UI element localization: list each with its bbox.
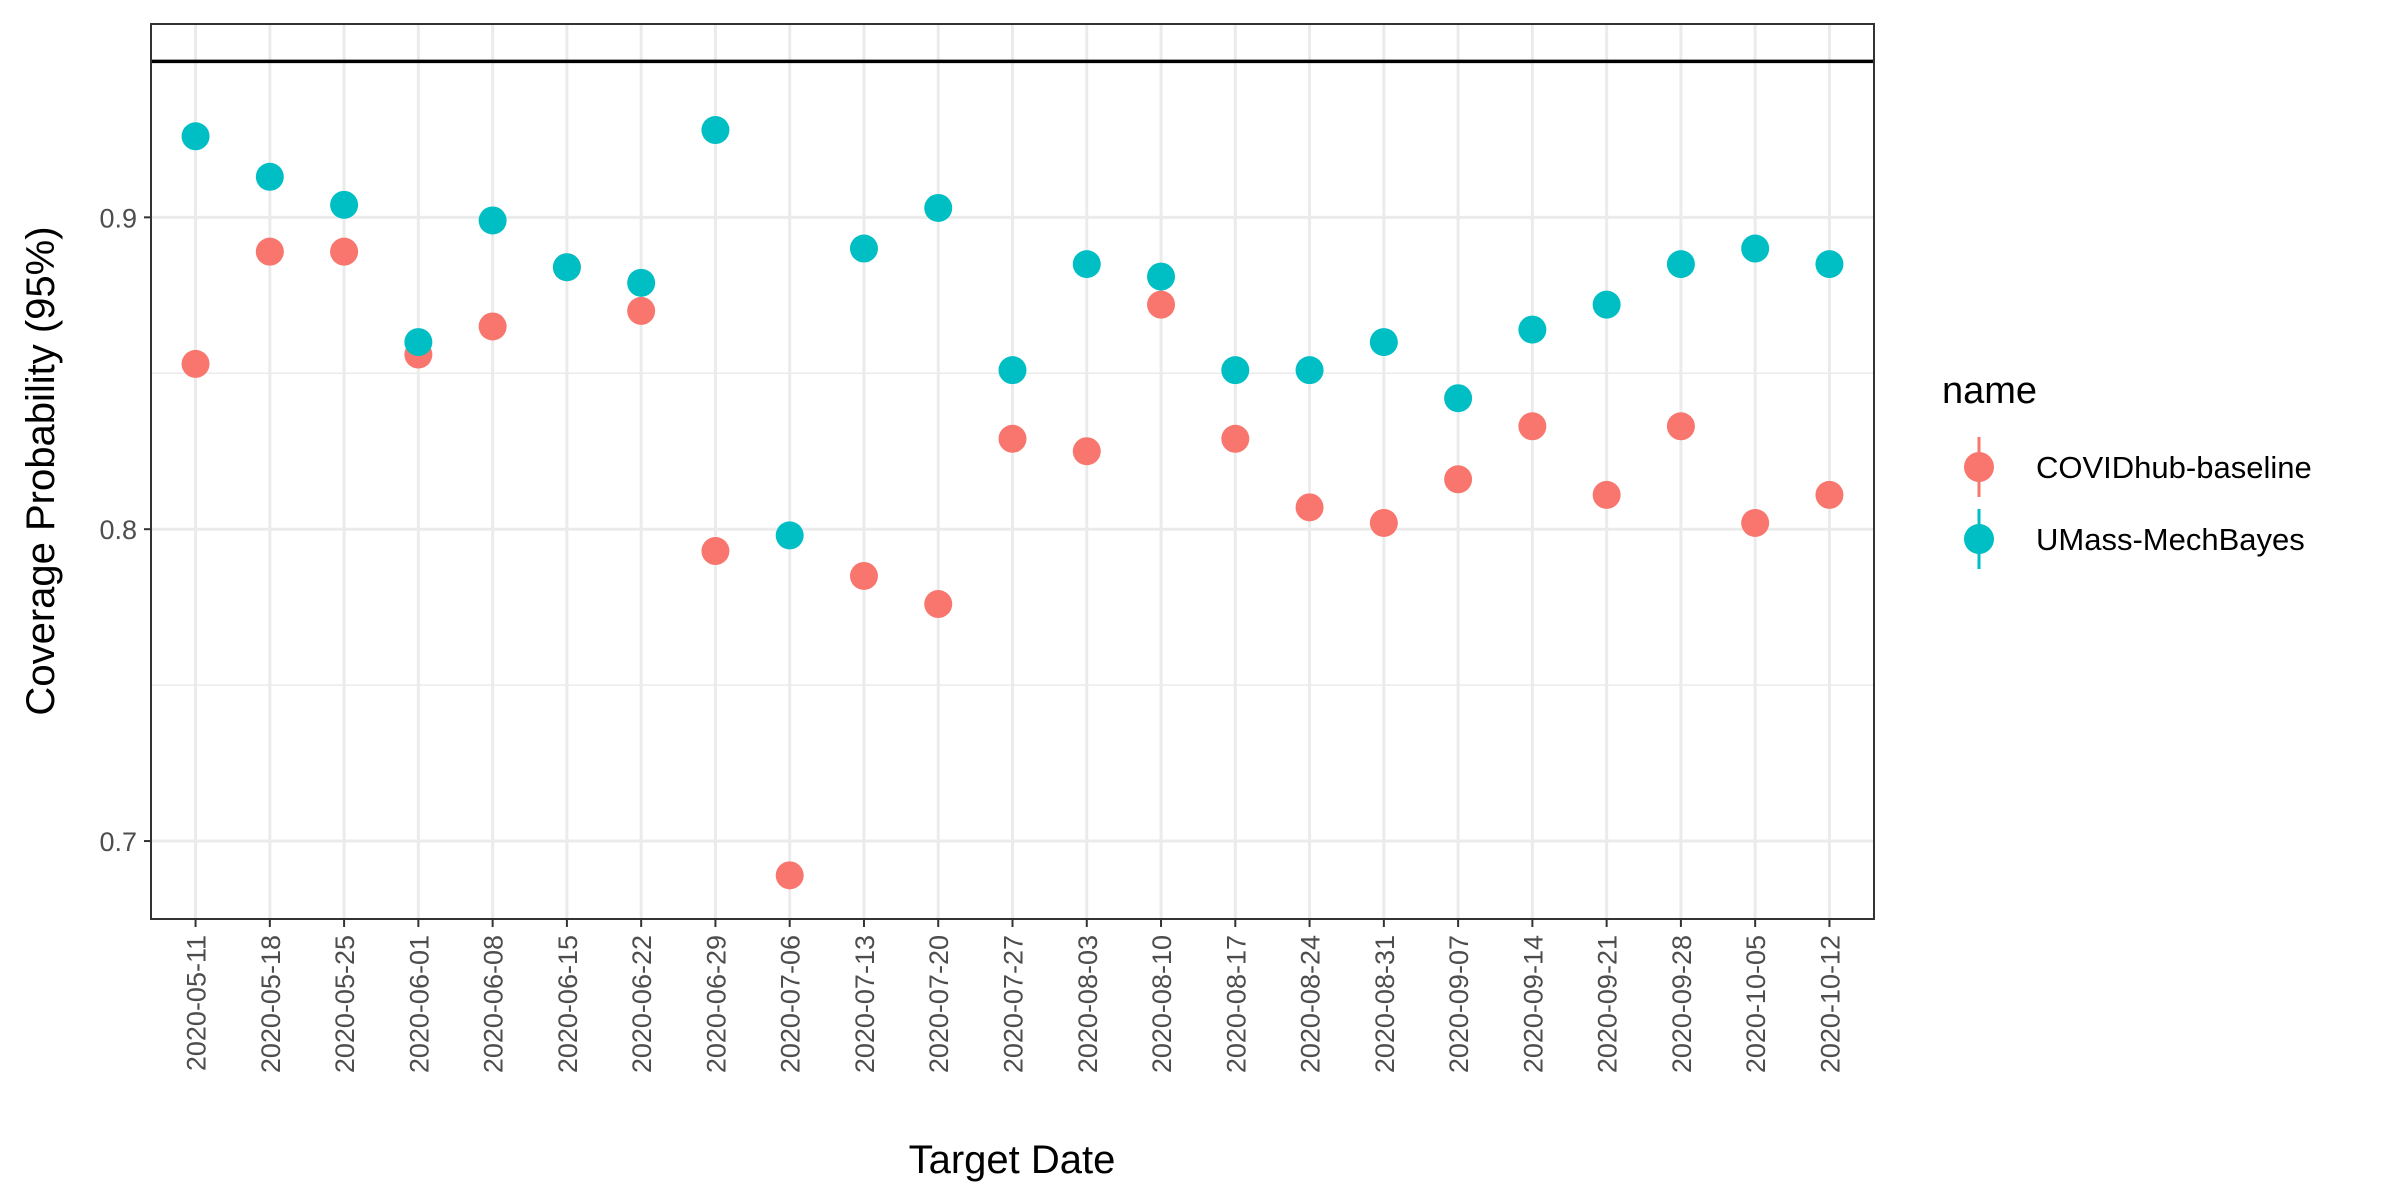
point-covidhub-baseline bbox=[924, 590, 953, 619]
point-covidhub-baseline bbox=[181, 349, 210, 378]
point-covidhub-baseline bbox=[701, 537, 730, 566]
x-tick-label: 2020-07-20 bbox=[924, 935, 954, 1073]
point-covidhub-baseline bbox=[1518, 412, 1547, 441]
point-covidhub-baseline bbox=[1741, 508, 1770, 537]
point-umass-mechbayes bbox=[1444, 384, 1473, 413]
point-umass-mechbayes bbox=[404, 328, 433, 357]
x-axis-title: Target Date bbox=[909, 1138, 1116, 1182]
x-tick-label: 2020-09-21 bbox=[1593, 935, 1623, 1073]
point-umass-mechbayes bbox=[1147, 262, 1176, 291]
x-tick-label: 2020-10-12 bbox=[1815, 935, 1845, 1073]
x-tick-label: 2020-07-13 bbox=[850, 935, 880, 1073]
point-umass-mechbayes bbox=[255, 162, 284, 191]
y-axis: 0.7 0.8 0.9 bbox=[99, 203, 151, 857]
point-covidhub-baseline bbox=[998, 424, 1027, 453]
x-axis: 2020-05-11 2020-05-18 2020-05-25 2020-06-01… bbox=[182, 919, 1845, 1073]
point-umass-mechbayes bbox=[627, 268, 656, 297]
legend-label-covidhub-baseline: COVIDhub-baseline bbox=[2036, 450, 2312, 485]
point-umass-mechbayes bbox=[478, 206, 507, 235]
x-tick-label: 2020-05-18 bbox=[256, 935, 286, 1073]
data-points bbox=[181, 116, 1844, 890]
legend-item-umass-mechbayes: UMass-MechBayes bbox=[1964, 509, 2305, 569]
legend-title: name bbox=[1942, 370, 2037, 412]
x-tick-label: 2020-06-08 bbox=[479, 935, 509, 1073]
x-tick-label: 2020-06-22 bbox=[627, 935, 657, 1073]
x-tick-label: 2020-06-29 bbox=[701, 935, 731, 1073]
x-tick-label: 2020-05-25 bbox=[330, 935, 360, 1073]
x-tick-label: 2020-08-17 bbox=[1221, 935, 1251, 1073]
point-covidhub-baseline bbox=[1369, 508, 1398, 537]
point-covidhub-baseline bbox=[1295, 493, 1324, 522]
point-umass-mechbayes bbox=[1518, 315, 1547, 344]
legend-key-umass-mechbayes bbox=[1964, 524, 1994, 554]
point-umass-mechbayes bbox=[775, 521, 804, 550]
y-tick-label: 0.8 bbox=[99, 515, 137, 545]
point-umass-mechbayes bbox=[1666, 250, 1695, 279]
point-umass-mechbayes bbox=[1369, 328, 1398, 357]
point-covidhub-baseline bbox=[1815, 480, 1844, 509]
point-umass-mechbayes bbox=[1592, 290, 1621, 319]
point-umass-mechbayes bbox=[1815, 250, 1844, 279]
x-tick-label: 2020-08-24 bbox=[1296, 935, 1326, 1073]
point-umass-mechbayes bbox=[552, 253, 581, 282]
x-tick-label: 2020-06-15 bbox=[553, 935, 583, 1073]
x-tick-label: 2020-10-05 bbox=[1741, 935, 1771, 1073]
x-tick-label: 2020-08-10 bbox=[1147, 935, 1177, 1073]
point-umass-mechbayes bbox=[181, 122, 210, 151]
x-tick-label: 2020-08-03 bbox=[1073, 935, 1103, 1073]
point-covidhub-baseline bbox=[1072, 437, 1101, 466]
legend-item-covidhub-baseline: COVIDhub-baseline bbox=[1964, 437, 2312, 497]
y-tick-label: 0.7 bbox=[99, 827, 137, 857]
point-covidhub-baseline bbox=[330, 237, 359, 266]
point-umass-mechbayes bbox=[330, 190, 359, 219]
point-covidhub-baseline bbox=[1221, 424, 1250, 453]
x-tick-label: 2020-09-14 bbox=[1518, 935, 1548, 1073]
x-tick-label: 2020-07-06 bbox=[776, 935, 806, 1073]
legend-key-covidhub-baseline bbox=[1964, 452, 1994, 482]
x-tick-label: 2020-06-01 bbox=[404, 935, 434, 1073]
point-covidhub-baseline bbox=[775, 861, 804, 890]
x-tick-label: 2020-09-07 bbox=[1444, 935, 1474, 1073]
legend: name COVIDhub-baseline UMass-MechBayes bbox=[1942, 370, 2312, 569]
y-axis-title: Coverage Probability (95%) bbox=[19, 226, 63, 715]
point-umass-mechbayes bbox=[1295, 356, 1324, 385]
x-tick-label: 2020-05-11 bbox=[182, 935, 212, 1071]
point-umass-mechbayes bbox=[849, 234, 878, 263]
point-covidhub-baseline bbox=[1444, 465, 1473, 494]
point-umass-mechbayes bbox=[1741, 234, 1770, 263]
point-umass-mechbayes bbox=[998, 356, 1027, 385]
y-tick-label: 0.9 bbox=[99, 203, 137, 233]
point-covidhub-baseline bbox=[627, 296, 656, 325]
legend-label-umass-mechbayes: UMass-MechBayes bbox=[2036, 522, 2305, 557]
grid bbox=[151, 24, 1874, 919]
point-covidhub-baseline bbox=[1592, 480, 1621, 509]
point-covidhub-baseline bbox=[1147, 290, 1176, 319]
point-covidhub-baseline bbox=[478, 312, 507, 341]
point-umass-mechbayes bbox=[701, 116, 730, 145]
x-tick-label: 2020-08-31 bbox=[1370, 935, 1400, 1073]
x-tick-label: 2020-09-28 bbox=[1667, 935, 1697, 1073]
x-tick-label: 2020-07-27 bbox=[999, 935, 1029, 1073]
point-umass-mechbayes bbox=[924, 193, 953, 222]
point-covidhub-baseline bbox=[849, 561, 878, 590]
point-covidhub-baseline bbox=[255, 237, 284, 266]
point-umass-mechbayes bbox=[1221, 356, 1250, 385]
point-covidhub-baseline bbox=[1666, 412, 1695, 441]
point-umass-mechbayes bbox=[1072, 250, 1101, 279]
